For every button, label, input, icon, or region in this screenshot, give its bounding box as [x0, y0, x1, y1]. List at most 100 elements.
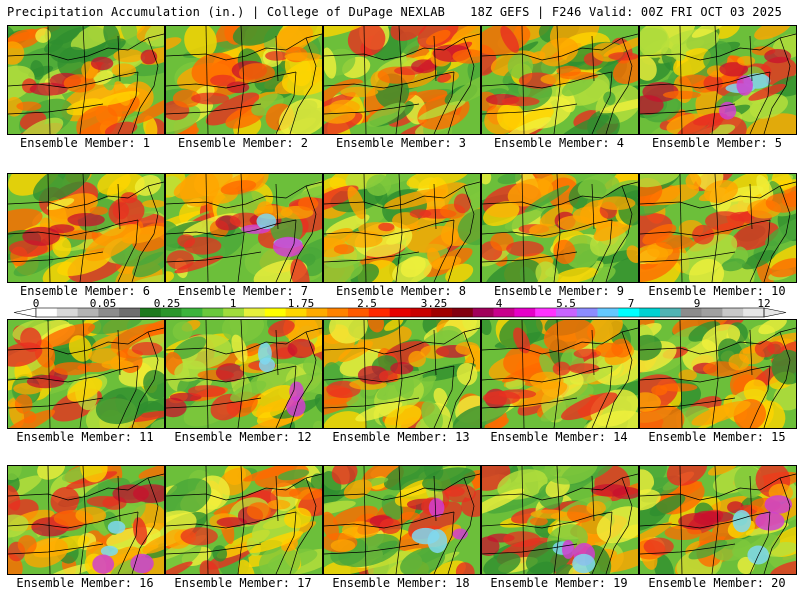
- colorbar-tick-label: 2.5: [357, 297, 377, 310]
- ensemble-member-label: Ensemble Member: 4: [493, 136, 625, 150]
- precip-map: [482, 174, 638, 282]
- ensemble-map-panel: [165, 173, 323, 283]
- colorbar-tick-label: 5.5: [556, 297, 576, 310]
- ensemble-member-label: Ensemble Member: 12: [174, 430, 312, 444]
- colorbar-swatch: [597, 308, 619, 317]
- colorbar-swatch: [660, 308, 682, 317]
- ensemble-map-panel: [7, 173, 165, 283]
- ensemble-map-panel: [481, 465, 639, 575]
- colorbar-swatch: [493, 308, 515, 317]
- ensemble-map-panel: [323, 25, 481, 135]
- ensemble-map-panel: [481, 173, 639, 283]
- ensemble-member-label: Ensemble Member: 18: [332, 576, 470, 590]
- colorbar-swatch: [160, 308, 182, 317]
- ensemble-member-label: Ensemble Member: 5: [651, 136, 783, 150]
- precip-map: [166, 320, 322, 428]
- colorbar-swatch: [514, 308, 536, 317]
- ensemble-member-label: Ensemble Member: 19: [490, 576, 628, 590]
- ensemble-map-panel: [7, 319, 165, 429]
- ensemble-map-panel: [639, 319, 797, 429]
- precip-map: [324, 26, 480, 134]
- precip-map: [166, 466, 322, 574]
- colorbar-swatch: [368, 308, 390, 317]
- ensemble-member-label: Ensemble Member: 9: [493, 284, 625, 298]
- ensemble-map-panel: [7, 25, 165, 135]
- precip-map: [640, 174, 796, 282]
- colorbar-swatch: [36, 308, 58, 317]
- colorbar-tick-label: 7: [627, 297, 635, 310]
- ensemble-map-panel: [481, 25, 639, 135]
- precip-map: [8, 466, 164, 574]
- ensemble-map-panel: [7, 465, 165, 575]
- colorbar-swatch: [348, 308, 370, 317]
- ensemble-member-label: Ensemble Member: 7: [177, 284, 309, 298]
- colorbar-swatch: [535, 308, 557, 317]
- colorbar-swatch: [181, 308, 203, 317]
- ensemble-member-label: Ensemble Member: 3: [335, 136, 467, 150]
- colorbar-swatch: [306, 308, 328, 317]
- ensemble-map-panel: [323, 465, 481, 575]
- ensemble-map-panel: [165, 25, 323, 135]
- colorbar-swatch: [223, 308, 245, 317]
- ensemble-map-panel: [165, 465, 323, 575]
- colorbar-tick-label: 1.75: [287, 297, 315, 310]
- precip-map: [482, 26, 638, 134]
- colorbar-swatch: [327, 308, 349, 317]
- colorbar-swatch: [389, 308, 411, 317]
- colorbar-swatch: [202, 308, 224, 317]
- ensemble-member-label: Ensemble Member: 10: [648, 284, 786, 298]
- colorbar-swatch: [722, 308, 744, 317]
- colorbar-tick-label: 9: [693, 297, 701, 310]
- ensemble-member-label: Ensemble Member: 1: [19, 136, 151, 150]
- colorbar-tick-label: 12: [757, 297, 771, 310]
- colorbar-swatch: [576, 308, 598, 317]
- precip-map: [640, 320, 796, 428]
- ensemble-member-label: Ensemble Member: 8: [335, 284, 467, 298]
- precip-map: [8, 174, 164, 282]
- colorbar-tick-label: 0: [32, 297, 40, 310]
- ensemble-map-panel: [323, 173, 481, 283]
- colorbar-swatch: [410, 308, 432, 317]
- precip-map: [482, 466, 638, 574]
- colorbar-swatch: [431, 308, 453, 317]
- precip-map: [324, 320, 480, 428]
- precip-map: [482, 320, 638, 428]
- colorbar: [13, 307, 787, 318]
- ensemble-member-label: Ensemble Member: 16: [16, 576, 154, 590]
- colorbar-swatch: [556, 308, 578, 317]
- ensemble-map-panel: [323, 319, 481, 429]
- colorbar-swatch: [472, 308, 494, 317]
- colorbar-swatch: [743, 308, 765, 317]
- precip-map: [166, 174, 322, 282]
- colorbar-swatch: [77, 308, 99, 317]
- precip-map: [166, 26, 322, 134]
- colorbar-swatch: [119, 308, 141, 317]
- page-title: Precipitation Accumulation (in.) | Colle…: [7, 5, 446, 19]
- ensemble-map-panel: [165, 319, 323, 429]
- ensemble-member-label: Ensemble Member: 17: [174, 576, 312, 590]
- colorbar-swatch: [264, 308, 286, 317]
- colorbar-tick-label: 1: [229, 297, 237, 310]
- precip-map: [324, 174, 480, 282]
- ensemble-member-label: Ensemble Member: 11: [16, 430, 154, 444]
- colorbar-tick-label: 4: [495, 297, 503, 310]
- precip-map: [8, 320, 164, 428]
- precip-map: [640, 26, 796, 134]
- colorbar-swatch: [618, 308, 640, 317]
- ensemble-member-label: Ensemble Member: 20: [648, 576, 786, 590]
- ensemble-member-label: Ensemble Member: 6: [19, 284, 151, 298]
- colorbar-tick-label: 0.05: [89, 297, 117, 310]
- precip-map: [640, 466, 796, 574]
- colorbar-swatch: [285, 308, 307, 317]
- colorbar-swatch: [639, 308, 661, 317]
- colorbar-tick-label: 3.25: [420, 297, 448, 310]
- ensemble-member-label: Ensemble Member: 14: [490, 430, 628, 444]
- precip-map: [324, 466, 480, 574]
- ensemble-map-panel: [639, 25, 797, 135]
- colorbar-swatch: [452, 308, 474, 317]
- colorbar-swatch: [56, 308, 78, 317]
- colorbar-swatch: [701, 308, 723, 317]
- colorbar-swatch: [140, 308, 162, 317]
- ensemble-member-label: Ensemble Member: 13: [332, 430, 470, 444]
- ensemble-map-panel: [639, 465, 797, 575]
